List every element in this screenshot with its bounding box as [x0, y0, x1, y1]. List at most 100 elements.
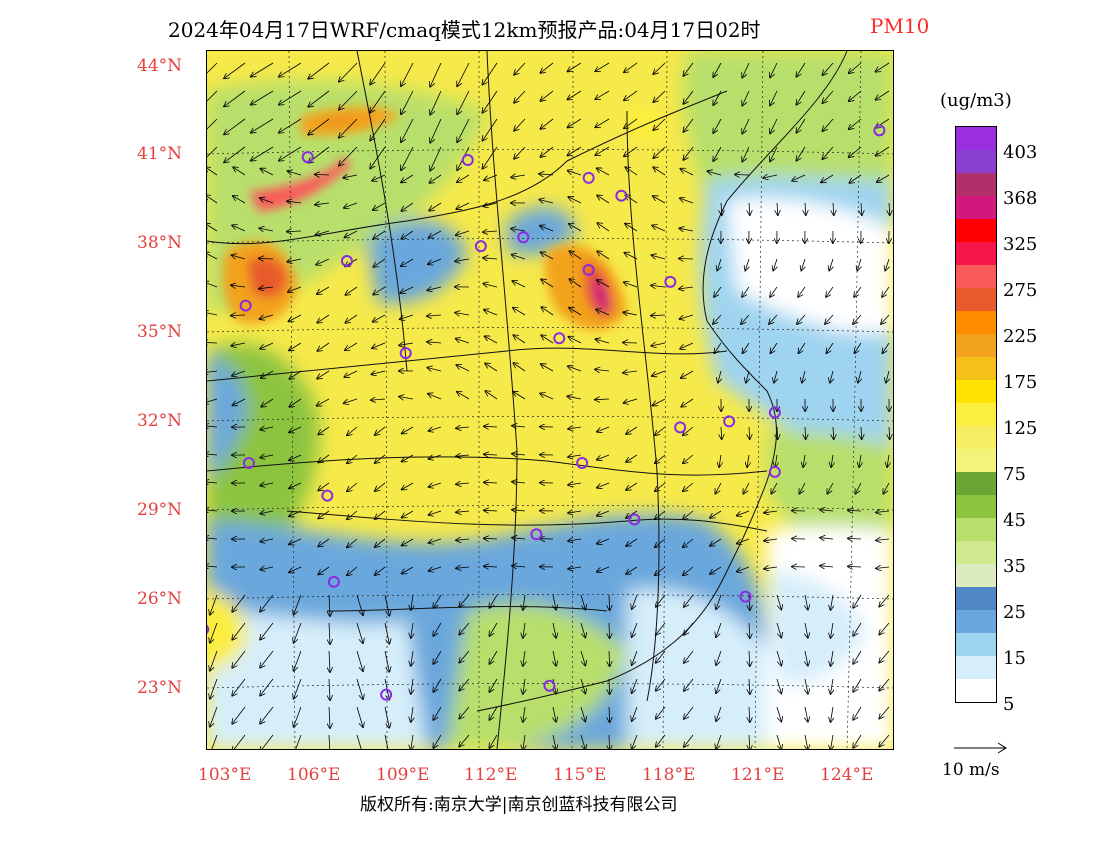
wind-arrow	[384, 706, 389, 728]
wind-arrow	[681, 169, 694, 176]
city-marker-10	[553, 332, 566, 345]
city-marker-25	[739, 590, 752, 603]
lon-label-103: 103°E	[198, 765, 252, 785]
wind-arrow	[743, 482, 750, 494]
wind-arrow	[232, 370, 246, 376]
wind-arrow	[457, 392, 470, 400]
city-marker-24	[543, 679, 556, 692]
wind-arrow	[569, 224, 582, 232]
wind-arrow	[401, 62, 414, 86]
lat-label-41: 41°N	[137, 144, 183, 164]
wind-arrow	[329, 706, 330, 728]
wind-arrow	[260, 734, 274, 749]
wind-arrow	[402, 566, 414, 574]
wind-arrow	[523, 622, 525, 638]
wind-arrow	[568, 567, 582, 569]
wind-arrow	[886, 370, 889, 383]
wind-arrow	[459, 706, 470, 719]
legend-color-13	[956, 426, 996, 449]
wind-arrow	[484, 566, 498, 567]
wind-arrow	[207, 312, 218, 315]
wind-arrow	[279, 118, 302, 133]
wind-arrow	[512, 510, 526, 511]
wind-arrow	[656, 706, 666, 719]
wind-arrow	[879, 622, 890, 635]
wind-arrow	[308, 118, 330, 135]
wind-arrow	[513, 363, 526, 372]
city-marker-11	[664, 275, 677, 288]
wind-arrow	[207, 398, 218, 403]
wind-arrow	[251, 146, 274, 161]
wind-arrow	[877, 174, 890, 182]
wind-arrow	[400, 286, 414, 293]
wind-arrow	[568, 118, 582, 128]
legend-label-5: 5	[1003, 694, 1015, 715]
wind-arrow	[609, 678, 610, 694]
wind-arrow	[624, 62, 638, 72]
wind-arrow	[224, 62, 246, 78]
wind-arrow	[207, 566, 218, 567]
wind-arrow	[597, 426, 610, 432]
wind-arrow	[261, 398, 274, 407]
city-marker-15	[768, 465, 781, 478]
wind-arrow	[710, 538, 722, 546]
wind-arrow	[260, 198, 274, 204]
wind-arrow	[373, 230, 386, 239]
wind-arrow	[853, 594, 862, 608]
wind-arrow	[484, 426, 498, 427]
wind-arrow	[231, 343, 246, 346]
wind-arrow	[771, 482, 778, 494]
wind-arrow	[597, 251, 610, 260]
wind-arrow	[356, 678, 363, 699]
wind-arrow	[743, 342, 750, 353]
wind-arrow	[289, 566, 302, 572]
wind-arrow	[632, 594, 638, 609]
wind-arrow	[318, 510, 330, 518]
wind-arrow	[879, 678, 890, 691]
wind-arrow	[742, 146, 750, 162]
wind-arrow	[485, 336, 498, 344]
wind-arrow	[776, 678, 781, 693]
wind-arrow	[539, 174, 554, 175]
wind-arrow	[232, 650, 246, 668]
wind-arrow	[777, 202, 778, 215]
wind-arrow	[825, 314, 834, 324]
wind-arrow	[370, 90, 386, 112]
wind-arrow	[294, 734, 302, 749]
wind-arrow	[317, 286, 330, 294]
wind-arrow	[433, 594, 442, 608]
wind-arrow	[626, 426, 638, 434]
wind-arrow	[260, 650, 274, 668]
wind-arrow	[625, 195, 638, 204]
wind-arrow	[568, 146, 582, 156]
wind-arrow	[402, 426, 414, 434]
pm10-map[interactable]	[206, 50, 894, 750]
lon-label-118: 118°E	[642, 765, 696, 785]
wind-arrow	[595, 62, 610, 71]
wind-arrow	[713, 118, 722, 133]
wind-arrow	[798, 286, 806, 297]
wind-arrow	[514, 118, 526, 131]
wind-arrow	[684, 678, 694, 691]
wind-arrow	[595, 90, 610, 99]
wind-arrow	[483, 231, 498, 232]
wind-arrow	[858, 370, 861, 383]
wind-arrow	[411, 678, 413, 694]
wind-arrow	[456, 483, 470, 484]
wind-arrow	[853, 734, 862, 748]
city-marker-19	[321, 489, 334, 502]
legend-label-125: 125	[1003, 418, 1038, 439]
wind-arrow	[401, 90, 414, 114]
wind-arrow	[595, 369, 610, 371]
legend-color-16	[956, 495, 996, 518]
wind-arrow	[317, 398, 330, 406]
wind-arrow	[651, 315, 666, 316]
wind-arrow	[805, 426, 806, 439]
wind-arrow	[318, 566, 330, 574]
wind-arrow	[260, 622, 274, 640]
wind-arrow	[344, 398, 358, 403]
wind-arrow	[456, 539, 470, 540]
wind-scale-label: 10 m/s	[942, 760, 1000, 780]
wind-arrow	[433, 650, 442, 664]
wind-arrow	[683, 90, 694, 104]
